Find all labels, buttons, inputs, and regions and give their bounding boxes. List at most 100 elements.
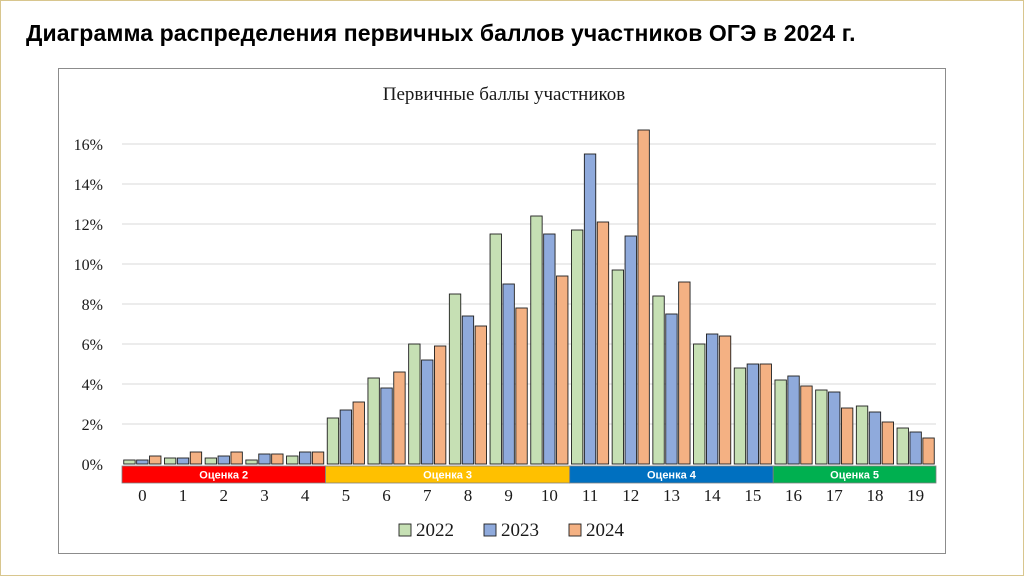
bar-2022-7 xyxy=(408,343,421,465)
bar-2022-16 xyxy=(774,379,787,465)
bar-2024-4 xyxy=(311,451,325,465)
y-tick-label: 0% xyxy=(82,457,103,474)
bar-2024-11 xyxy=(596,221,610,465)
y-tick-label: 6% xyxy=(82,337,103,354)
bar-2023-12 xyxy=(624,235,637,465)
y-tick-label: 14% xyxy=(74,177,103,194)
bar-2022-9 xyxy=(489,233,502,465)
x-tick-label: 15 xyxy=(744,486,761,505)
x-tick-label: 12 xyxy=(622,486,639,505)
x-tick-label: 4 xyxy=(301,486,310,505)
bar-2024-15 xyxy=(759,363,772,465)
x-tick-label: 19 xyxy=(907,486,924,505)
bar-2023-9 xyxy=(502,283,515,465)
bar-2023-5 xyxy=(339,409,352,465)
grade-band-label: Оценка 2 xyxy=(199,470,248,482)
x-tick-label: 16 xyxy=(785,486,802,505)
bar-2024-16 xyxy=(800,385,813,465)
x-tick-label: 10 xyxy=(541,486,558,505)
x-tick-label: 6 xyxy=(382,486,391,505)
bar-2023-1 xyxy=(176,457,190,465)
bar-2023-4 xyxy=(298,451,312,465)
bar-2023-8 xyxy=(461,315,475,465)
x-axis: 0 1 2 3 4 5 6 7 8 9 10 11 12 13 14 15 16 17 18 19 xyxy=(138,486,924,505)
legend-label-2022: 2022 xyxy=(416,520,454,541)
bar-2024-13 xyxy=(678,281,691,465)
bar-2023-3 xyxy=(258,453,271,465)
bar-2024-1 xyxy=(189,451,203,465)
bar-2024-2 xyxy=(230,451,243,465)
page-title: Диаграмма распределения первичных баллов… xyxy=(26,20,856,46)
legend: 2022 2023 2024 xyxy=(398,520,625,541)
x-tick-label: 9 xyxy=(504,486,513,505)
y-tick-label: 2% xyxy=(82,417,103,434)
bar-2023-11 xyxy=(583,153,597,465)
x-tick-label: 5 xyxy=(342,486,351,505)
chart-title: Первичные баллы участников xyxy=(383,84,626,105)
x-tick-label: 14 xyxy=(704,486,722,505)
grade-band-label: Оценка 5 xyxy=(830,470,879,482)
grade-band-label: Оценка 4 xyxy=(647,470,697,482)
legend-swatch-2022 xyxy=(398,523,412,537)
bar-2024-17 xyxy=(841,407,854,465)
bar-2023-13 xyxy=(665,313,678,465)
y-tick-label: 8% xyxy=(82,297,103,314)
bar-2022-19 xyxy=(896,427,909,465)
grade-band-label: Оценка 3 xyxy=(423,470,472,482)
bar-2024-7 xyxy=(434,345,447,465)
bar-2022-13 xyxy=(652,295,665,465)
chart: Первичные баллы участников 0%2%4%6%8%10%… xyxy=(74,84,937,541)
bar-2023-18 xyxy=(868,411,882,465)
bar-2022-1 xyxy=(163,457,177,465)
bar-2023-0 xyxy=(136,459,149,465)
bar-2024-12 xyxy=(637,129,650,465)
bar-2022-2 xyxy=(204,457,217,465)
bar-2024-19 xyxy=(922,437,935,465)
legend-swatch-2024 xyxy=(568,523,582,537)
chart-frame: Первичные баллы участников 0% 2% 4% 6% 8% 10%… xyxy=(58,68,946,554)
x-tick-label: 11 xyxy=(582,486,598,505)
bar-2024-10 xyxy=(556,275,569,465)
bar-2022-0 xyxy=(123,459,136,465)
bar-2022-11 xyxy=(571,229,584,465)
bar-2022-17 xyxy=(815,389,828,465)
bar-2022-4 xyxy=(286,455,299,465)
grid xyxy=(122,143,936,425)
bar-2022-5 xyxy=(326,417,340,465)
bar-2023-6 xyxy=(380,387,393,465)
bar-2022-10 xyxy=(530,215,543,465)
y-tick-label: 10% xyxy=(74,257,103,274)
bar-2023-15 xyxy=(746,363,760,465)
legend-label-2024: 2024 xyxy=(586,520,625,541)
bar-2023-19 xyxy=(909,431,922,465)
bar-2022-18 xyxy=(855,405,869,465)
x-tick-label: 8 xyxy=(464,486,473,505)
bar-2022-14 xyxy=(693,343,706,465)
x-tick-label: 3 xyxy=(260,486,269,505)
bar-2023-7 xyxy=(421,359,434,465)
bars xyxy=(123,129,935,465)
bar-2024-5 xyxy=(352,401,365,465)
bar-2024-3 xyxy=(271,453,284,465)
bar-2022-3 xyxy=(245,459,258,465)
bar-2022-15 xyxy=(733,367,747,465)
grade-band xyxy=(772,465,937,484)
x-tick-label: 0 xyxy=(138,486,147,505)
grade-bands: Оценка 2 Оценка 3 Оценка 4 Оценка 5 xyxy=(121,465,937,484)
x-tick-label: 7 xyxy=(423,486,432,505)
legend-swatch-2023 xyxy=(483,523,497,537)
x-tick-label: 2 xyxy=(220,486,229,505)
bar-2024-0 xyxy=(149,455,162,465)
legend-label-2023: 2023 xyxy=(501,520,539,541)
bar-2022-6 xyxy=(367,377,380,465)
bar-2023-17 xyxy=(828,391,841,465)
y-tick-label: 16% xyxy=(74,137,103,154)
bar-2024-9 xyxy=(515,307,528,465)
bar-2024-6 xyxy=(393,371,406,465)
x-tick-label: 13 xyxy=(663,486,680,505)
x-tick-label: 18 xyxy=(866,486,883,505)
bar-2024-14 xyxy=(718,335,732,465)
bar-2023-2 xyxy=(217,455,230,465)
y-tick-label: 12% xyxy=(74,217,103,234)
bar-2024-18 xyxy=(881,421,895,465)
